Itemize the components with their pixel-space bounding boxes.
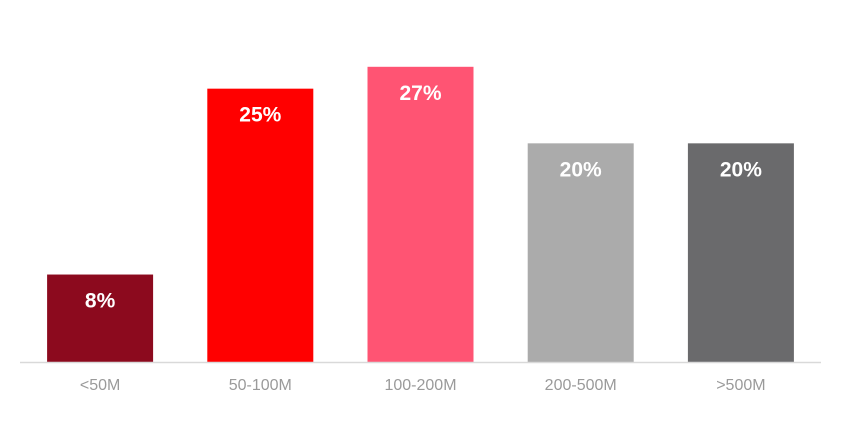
x-tick-label-2: 50-100M	[229, 377, 292, 394]
data-label-3: 27%	[399, 82, 441, 105]
x-tick-label-5: >500M	[716, 377, 765, 394]
bar-1	[47, 274, 154, 362]
bar-2	[207, 88, 314, 363]
data-label-4: 20%	[560, 158, 602, 181]
data-label-2: 25%	[239, 104, 281, 127]
bars-group	[47, 66, 794, 363]
bar-5	[687, 143, 794, 362]
bar-3	[367, 66, 474, 363]
x-tick-label-1: <50M	[80, 377, 120, 394]
x-tick-label-3: 100-200M	[384, 377, 456, 394]
data-labels-group: 8% 25% 27% 20% 20%	[85, 82, 762, 313]
x-tick-labels-group: <50M 50-100M 100-200M 200-500M >500M	[80, 377, 766, 394]
data-label-5: 20%	[720, 158, 762, 181]
bar-4	[527, 143, 634, 362]
data-label-1: 8%	[85, 290, 116, 313]
x-tick-label-4: 200-500M	[545, 377, 617, 394]
